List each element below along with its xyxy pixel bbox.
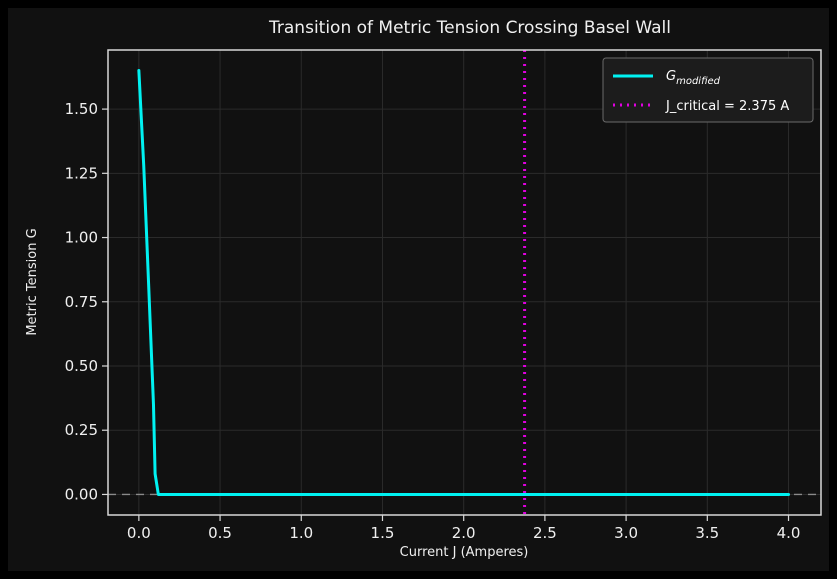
y-tick-label: 0.25 — [65, 421, 98, 439]
x-tick-label: 4.0 — [777, 524, 801, 542]
y-tick-label: 1.25 — [65, 164, 98, 182]
x-tick-label: 1.0 — [289, 524, 313, 542]
x-tick-label: 0.5 — [208, 524, 232, 542]
x-axis-ticks: 0.0 0.5 1.0 1.5 2.0 2.5 3.0 3.5 4.0 — [127, 515, 801, 542]
legend: Gmodified J_critical = 2.375 A — [602, 57, 814, 123]
legend-entry-series: Gmodified — [666, 69, 721, 87]
x-axis-label: Current J (Amperes) — [400, 545, 529, 560]
series-layer — [137, 69, 791, 496]
chart-title: Transition of Metric Tension Crossing Ba… — [268, 18, 671, 38]
legend-entry-critical: J_critical = 2.375 A — [665, 99, 789, 114]
axes-frame — [107, 49, 822, 516]
y-axis-ticks: 0.00 0.25 0.50 0.75 1.00 1.25 1.50 — [65, 100, 108, 503]
x-tick-label: 3.0 — [614, 524, 638, 542]
legend-series-name: G — [666, 69, 676, 84]
y-tick-label: 1.00 — [65, 229, 98, 247]
x-tick-label: 0.0 — [127, 524, 151, 542]
y-tick-label: 0.75 — [65, 293, 98, 311]
x-tick-label: 3.5 — [695, 524, 719, 542]
legend-series-subscript: modified — [676, 76, 721, 87]
x-tick-label: 2.0 — [452, 524, 476, 542]
y-tick-label: 1.50 — [65, 100, 98, 118]
legend-box — [602, 57, 814, 123]
x-tick-label: 1.5 — [371, 524, 395, 542]
y-tick-label: 0.50 — [65, 357, 98, 375]
x-tick-label: 2.5 — [533, 524, 557, 542]
y-tick-label: 0.00 — [65, 485, 98, 503]
y-axis-label: Metric Tension G — [25, 228, 40, 335]
